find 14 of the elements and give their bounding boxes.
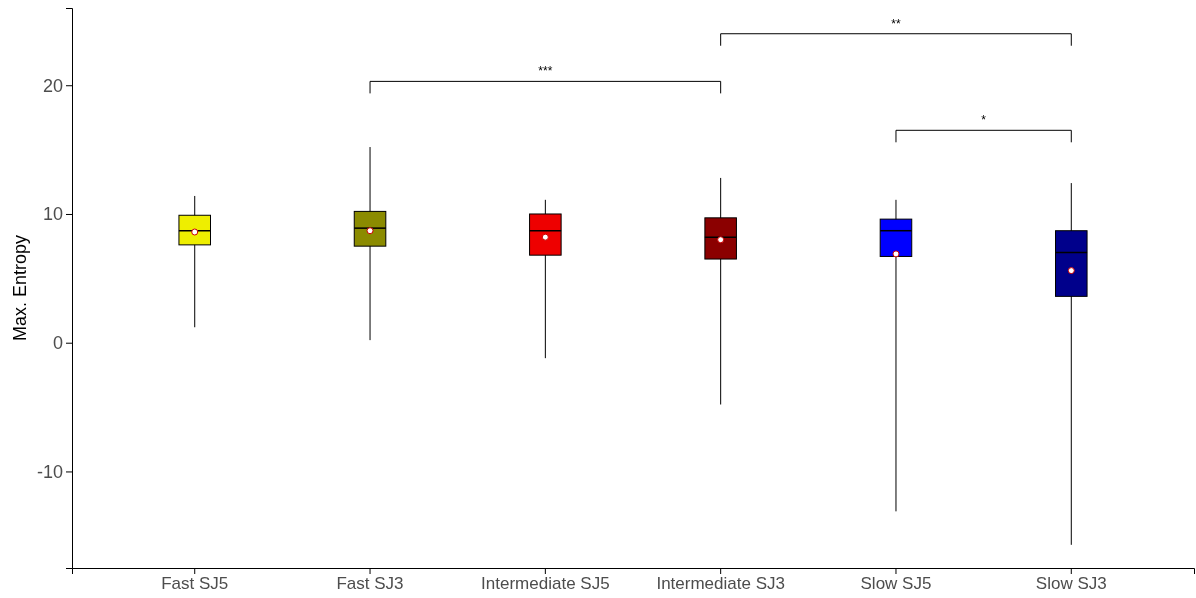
annotation: *** [538, 64, 553, 79]
x-tick-label: Intermediate SJ3 [656, 574, 785, 594]
y-tick-label: 0 [52, 332, 63, 353]
y-tick-label: -10 [36, 461, 63, 482]
y-tick-label: 20 [42, 75, 63, 96]
y-axis-title: Max. Entropy [10, 234, 30, 342]
x-tick-label: Slow SJ5 [860, 574, 932, 594]
x-tick-label: Slow SJ3 [1035, 574, 1107, 594]
x-tick-label: Intermediate SJ5 [481, 574, 610, 594]
annotation: * [981, 113, 987, 128]
x-tick-label: Fast SJ5 [161, 574, 229, 594]
y-tick-label: 10 [42, 204, 63, 225]
x-tick-label: Fast SJ3 [336, 574, 404, 594]
annotation: ** [891, 16, 901, 31]
